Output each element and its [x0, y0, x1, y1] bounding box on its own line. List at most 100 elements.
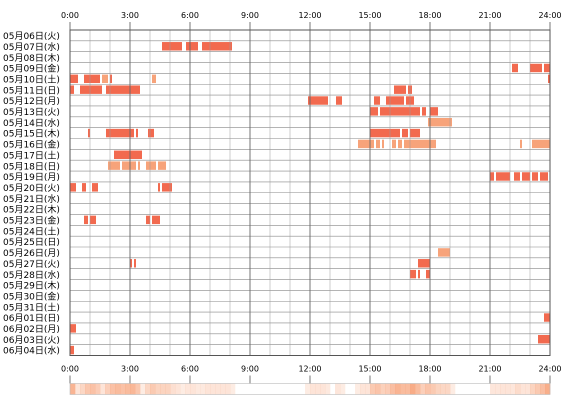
summary-bin — [370, 383, 376, 395]
activity-segment — [514, 172, 520, 181]
x-axis-top: 0:00 3:00 6:00 9:00 12:00 15:00 18:00 21:00 24:0… — [61, 11, 562, 30]
activity-segment — [540, 172, 548, 181]
summary-bin — [180, 383, 186, 395]
summary-bin — [385, 383, 391, 395]
summary-bin — [420, 383, 426, 395]
activity-segment — [386, 96, 404, 105]
activity-segment — [380, 107, 390, 116]
summary-bin — [170, 383, 176, 395]
row-label: 05月07日(水) — [3, 41, 60, 53]
activity-segment — [530, 63, 542, 73]
summary-bin — [530, 383, 536, 395]
activity-segment — [92, 183, 98, 192]
activity-segment — [70, 183, 76, 192]
activity-segment — [376, 139, 380, 149]
activity-segment — [374, 96, 380, 105]
row-label: 05月06日(火) — [3, 31, 60, 42]
activity-segment — [152, 74, 156, 84]
activity-segment — [162, 183, 172, 192]
summary-bin — [515, 383, 521, 395]
activity-segment — [370, 107, 378, 116]
row-label: 06月01日(日) — [3, 313, 60, 324]
activity-segment — [544, 313, 550, 322]
summary-bin — [395, 383, 401, 395]
row-label: 06月04日(水) — [3, 345, 60, 357]
activity-segment — [146, 215, 150, 225]
activity-segment — [358, 139, 374, 149]
summary-bin — [320, 383, 326, 395]
summary-bin — [525, 383, 531, 395]
activity-segment — [532, 172, 538, 181]
summary-bin — [105, 383, 111, 395]
activity-segment — [158, 183, 160, 192]
activity-segment — [544, 63, 550, 73]
summary-bin — [205, 383, 211, 395]
summary-bin — [365, 383, 371, 395]
row-label: 05月09日(金) — [3, 63, 60, 75]
x-tick-label: 9:00 — [241, 11, 259, 20]
summary-bin — [200, 383, 206, 395]
summary-bin — [175, 383, 181, 395]
summary-bin — [520, 383, 526, 395]
activity-segment — [88, 128, 90, 138]
summary-bin — [540, 383, 546, 395]
activity-segment — [422, 107, 426, 116]
row-label: 05月15日(木) — [3, 128, 60, 140]
summary-border — [69, 383, 551, 395]
x-tick-label: 15:00 — [358, 365, 381, 374]
summary-bin — [90, 383, 96, 395]
x-tick-label: 15:00 — [358, 11, 381, 20]
summary-bin — [75, 383, 81, 395]
activity-segment — [428, 118, 452, 127]
x-tick-label: 12:00 — [298, 365, 321, 374]
summary-bin — [500, 383, 506, 395]
activity-segment — [202, 42, 210, 51]
activity-segment — [398, 139, 402, 149]
activity-segment — [382, 139, 384, 149]
row-label: 05月23日(金) — [3, 215, 60, 227]
activity-segment — [404, 139, 436, 149]
summary-bin — [375, 383, 381, 395]
summary-bin — [335, 383, 341, 395]
activity-segment — [186, 42, 198, 51]
activity-segment — [370, 128, 400, 138]
x-tick-label: 18:00 — [418, 11, 441, 20]
summary-bin — [495, 383, 501, 395]
summary-bin — [380, 383, 386, 395]
summary-bin — [490, 383, 496, 395]
summary-bin — [325, 383, 331, 395]
summary-bin — [95, 383, 101, 395]
activity-segment — [114, 150, 142, 159]
activity-segment — [402, 128, 408, 138]
summary-bin — [135, 383, 141, 395]
summary-bin — [195, 383, 201, 395]
activity-segment — [130, 259, 132, 268]
row-label: 05月19日(月) — [3, 172, 60, 183]
row-label: 05月25日(日) — [3, 237, 60, 248]
summary-bin — [185, 383, 191, 395]
row-label: 06月02日(月) — [3, 324, 60, 335]
x-tick-label: 3:00 — [121, 11, 139, 20]
summary-bin — [305, 383, 311, 395]
summary-bin — [405, 383, 411, 395]
x-tick-label: 18:00 — [418, 365, 441, 374]
row-label: 05月24日(土) — [3, 225, 60, 237]
summary-strip — [69, 383, 551, 395]
x-tick-label: 24:00 — [538, 365, 561, 374]
activity-segment — [532, 139, 550, 149]
x-tick-label: 6:00 — [181, 11, 199, 20]
summary-bin — [190, 383, 196, 395]
activity-segment — [90, 215, 96, 225]
activity-segment — [80, 85, 102, 94]
x-tick-label: 3:00 — [121, 365, 139, 374]
summary-bin — [215, 383, 221, 395]
activity-segment — [548, 74, 550, 84]
activity-segment — [110, 74, 112, 84]
activity-segment — [512, 63, 518, 73]
activity-segment — [418, 259, 430, 268]
x-tick-label: 0:00 — [61, 11, 79, 20]
x-axis-bottom: 0:00 3:00 6:00 9:00 12:00 15:00 18:00 21:00 24:0… — [61, 365, 562, 384]
activity-segments — [70, 42, 550, 355]
summary-bin — [505, 383, 511, 395]
summary-bin — [410, 383, 416, 395]
